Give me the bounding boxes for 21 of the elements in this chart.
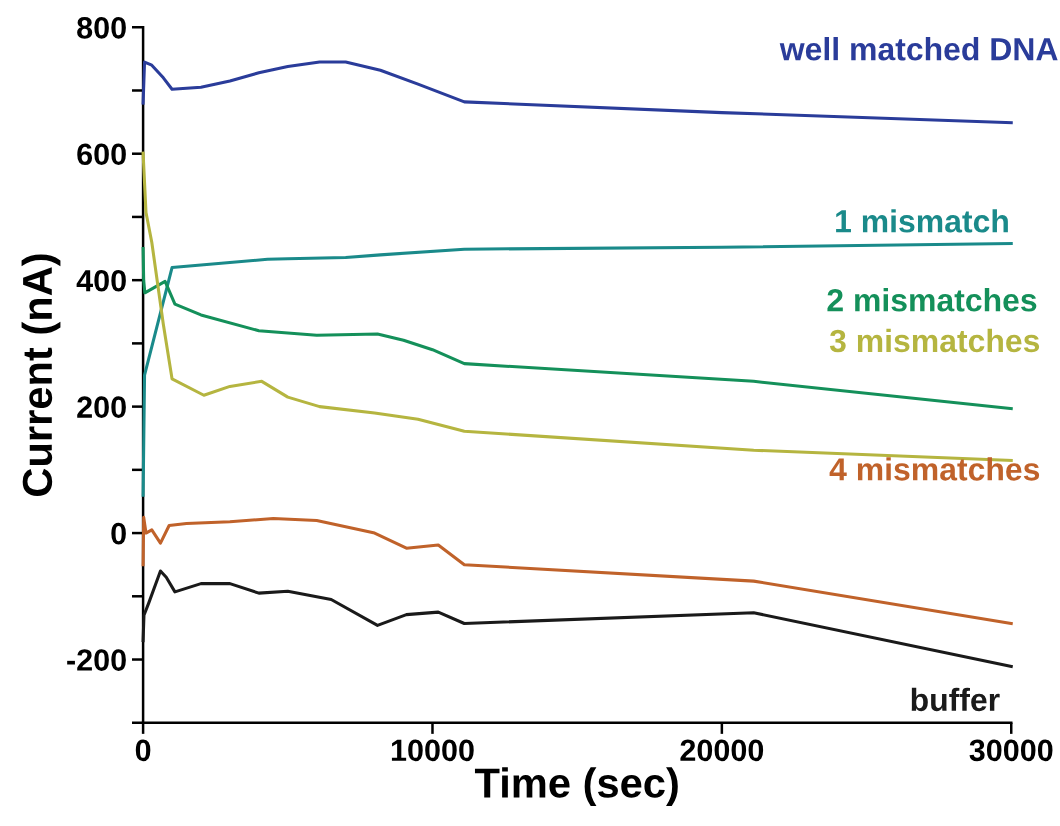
x-tick-label: 20000: [680, 739, 764, 762]
y-axis-title: Current (nA): [21, 254, 61, 496]
text: 3 mismatches: [829, 328, 1040, 353]
y-tick-label: 800: [77, 16, 126, 39]
x-tick-label: 10000: [391, 739, 474, 762]
line-series: [141, 569, 1013, 669]
y-tick-label: 200: [77, 396, 126, 418]
y-tick-label: 600: [77, 143, 126, 166]
series-label: well matched DNA: [779, 37, 1058, 61]
series-label: buffer: [911, 687, 1000, 712]
y-tick-label: -200: [67, 649, 126, 671]
x-tick-label: 0: [135, 739, 151, 762]
line-series: [141, 60, 1013, 125]
y-tick-label: 0: [111, 522, 126, 545]
text: 2 mismatches: [827, 288, 1037, 312]
line-series: [141, 515, 1013, 626]
text: 4 mismatches: [829, 457, 1040, 481]
series-label: 1 mismatch: [836, 209, 1008, 233]
y-tick-label: 400: [76, 269, 126, 292]
x-tick-label: 30000: [969, 739, 1053, 762]
x-axis-title: Time (sec): [474, 767, 678, 807]
